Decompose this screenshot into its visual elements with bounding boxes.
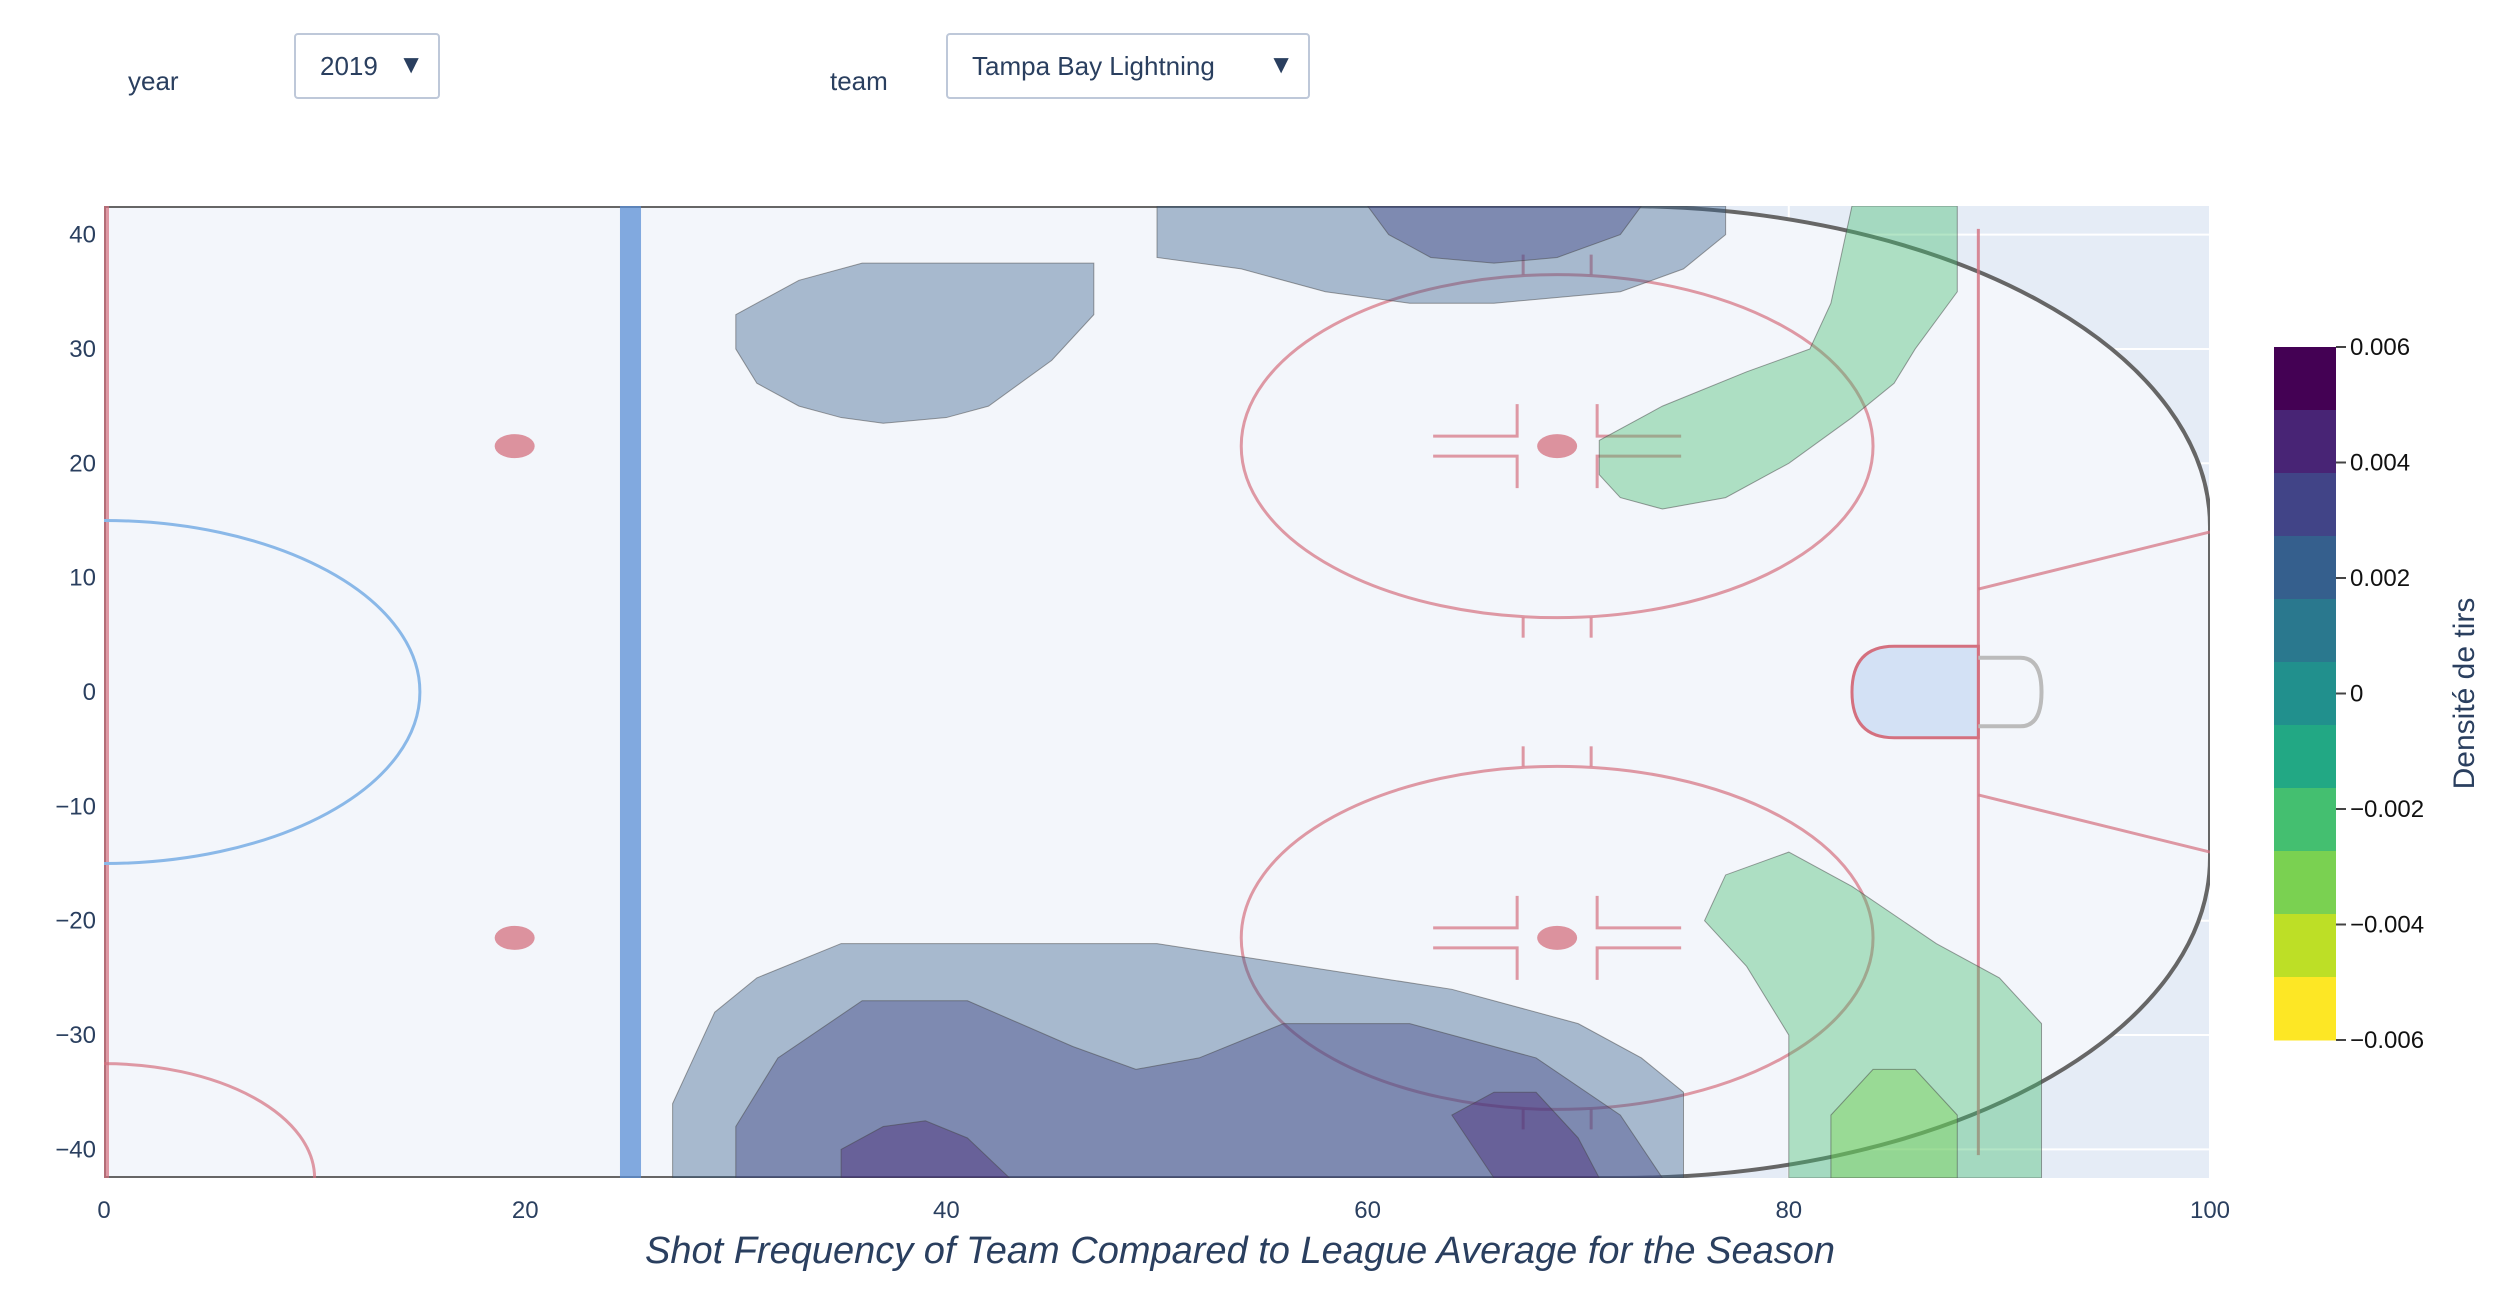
y-tick-label: 0 [83, 679, 96, 706]
chart-title: Shot Frequency of Team Compared to Leagu… [644, 1230, 1836, 1272]
colorbar: 0.006 0.004 0.002 0 −0.002 −0.004 −0.006 Densit… [2274, 334, 2481, 1054]
colorbar-tick-label: −0.006 [2350, 1027, 2424, 1054]
faceoff-dot [1537, 925, 1578, 950]
contour-region [840, 1120, 1011, 1178]
colorbar-band [2274, 410, 2336, 474]
rink-image [104, 206, 2210, 1178]
goal-net [1978, 655, 2044, 729]
goal-crease [1850, 644, 1980, 740]
contour-region [735, 262, 1095, 424]
y-axis-ticks: 40 30 20 10 0 −10 −20 −30 −40 [55, 222, 96, 1164]
faceoff-circle [1239, 273, 1875, 620]
trapezoid-line [1977, 793, 2210, 854]
colorbar-band [2274, 851, 2336, 915]
colorbar-band [2274, 473, 2336, 537]
colorbar-tick-label: 0.006 [2350, 334, 2410, 361]
faceoff-dot [494, 925, 535, 950]
contour-region [1451, 1091, 1600, 1178]
colorbar-tick-label: −0.004 [2350, 912, 2424, 939]
x-tick-label: 40 [933, 1197, 960, 1224]
contour-region [1156, 206, 1727, 304]
colorbar-band [2274, 977, 2336, 1041]
faceoff-hash [1595, 454, 1682, 489]
trapezoid-line [1977, 530, 2210, 591]
y-tick-label: −30 [55, 1022, 96, 1049]
contour-region [735, 1000, 1664, 1178]
x-tick-label: 80 [1775, 1197, 1802, 1224]
faceoff-circle [1239, 764, 1875, 1111]
faceoff-hash [1433, 895, 1519, 930]
y-tick-label: −40 [55, 1136, 96, 1163]
colorbar-title: Densité de tirs [2448, 598, 2481, 790]
colorbar-band [2274, 725, 2336, 789]
colorbar-tick-label: 0.002 [2350, 565, 2410, 592]
year-dropdown[interactable]: 2019 ▼ [294, 33, 440, 99]
contour-region [1366, 206, 1643, 264]
faceoff-hash [1595, 946, 1682, 980]
contour-region [1830, 1068, 1958, 1178]
contour-region [672, 943, 1684, 1178]
colorbar-tick-label: 0.004 [2350, 450, 2410, 477]
y-tick-label: 10 [69, 565, 96, 592]
colorbar-band [2274, 599, 2336, 663]
colorbar-band [2274, 662, 2336, 726]
x-axis-ticks: 0 20 40 60 80 100 [97, 1197, 2230, 1224]
year-label: year [128, 66, 179, 96]
center-circle [104, 519, 422, 865]
faceoff-hash [1595, 404, 1682, 438]
faceoff-dot [1537, 434, 1578, 459]
y-tick-label: −10 [55, 793, 96, 820]
y-tick-label: 30 [69, 336, 96, 363]
colorbar-band [2274, 347, 2336, 411]
year-dropdown-value: 2019 [320, 51, 378, 81]
y-tick-label: 40 [69, 222, 96, 249]
x-tick-label: 20 [512, 1197, 539, 1224]
y-tick-label: −20 [55, 908, 96, 935]
colorbar-band [2274, 914, 2336, 978]
faceoff-hash [1433, 946, 1519, 980]
colorbar-band [2274, 788, 2336, 852]
chevron-down-icon: ▼ [1268, 49, 1294, 79]
chevron-down-icon: ▼ [398, 49, 424, 79]
y-tick-label: 20 [69, 450, 96, 477]
x-tick-label: 100 [2190, 1197, 2230, 1224]
faceoff-dot [494, 434, 535, 459]
team-label: team [830, 66, 888, 96]
contour-region [1598, 206, 1958, 510]
blue-line [619, 206, 642, 1178]
colorbar-tick-label: 0 [2350, 681, 2363, 708]
faceoff-hash [1433, 404, 1519, 438]
center-red-line [104, 206, 109, 1178]
faceoff-hash [1433, 454, 1519, 489]
x-tick-label: 0 [97, 1197, 110, 1224]
colorbar-band [2274, 536, 2336, 600]
team-dropdown-value: Tampa Bay Lightning [972, 51, 1215, 81]
colorbar-tick-label: −0.002 [2350, 796, 2424, 823]
faceoff-hash [1595, 895, 1682, 930]
contour-region [1703, 851, 2043, 1178]
team-dropdown[interactable]: Tampa Bay Lightning ▼ [946, 33, 1310, 99]
x-tick-label: 60 [1354, 1197, 1381, 1224]
contour-regions [672, 206, 2043, 1178]
